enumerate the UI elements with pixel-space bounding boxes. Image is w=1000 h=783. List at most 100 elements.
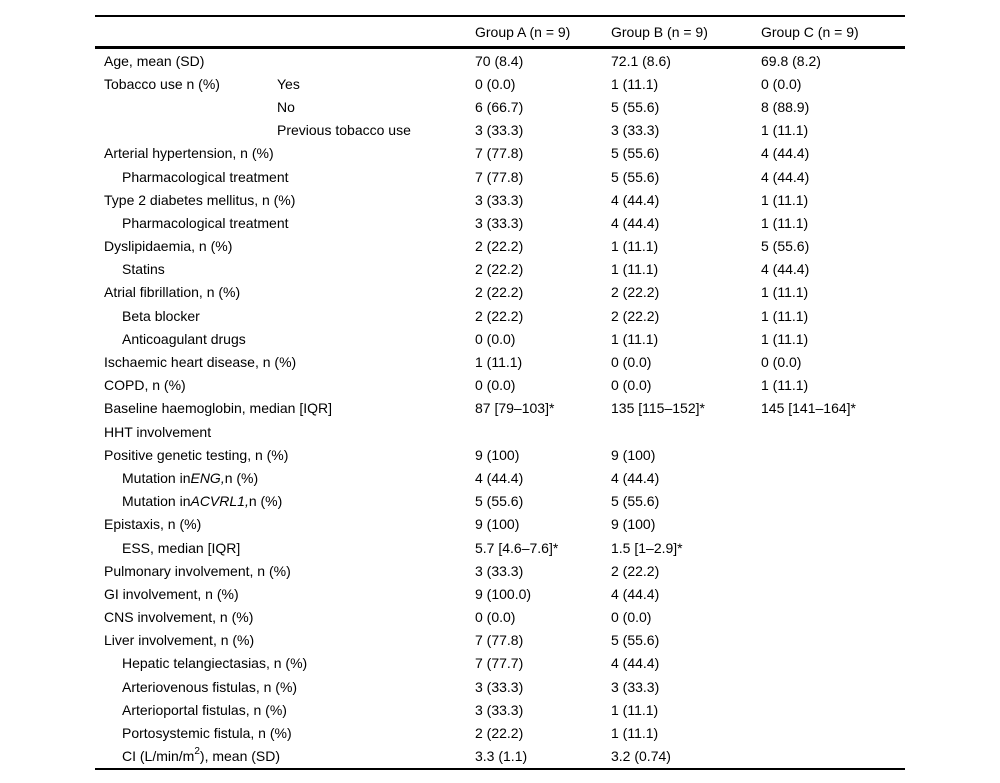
cell-group-b: 5 (55.6): [611, 168, 660, 185]
cell-group-b: 1 (11.1): [611, 238, 659, 255]
row-label: Ischaemic heart disease, n (%): [104, 354, 297, 371]
cell-group-a: 3.3 (1.1): [475, 748, 528, 765]
cell-group-a: 0 (0.0): [475, 377, 516, 394]
header-group-a: Group A (n = 9): [475, 23, 571, 40]
cell-group-a: 5.7 [4.6–7.6]*: [475, 539, 559, 556]
cell-group-b: 3.2 (0.74): [611, 748, 671, 765]
cell-group-c: 0 (0.0): [761, 75, 802, 92]
cell-group-b: 4 (44.4): [611, 191, 660, 208]
cell-group-b: 3 (33.3): [611, 678, 660, 695]
cell-group-c: 8 (88.9): [761, 98, 810, 115]
row-label: Arterial hypertension, n (%): [104, 145, 274, 162]
cell-group-b: 5 (55.6): [611, 493, 660, 510]
row-label: Mutation in ENG, n (%): [122, 469, 259, 486]
cell-group-a: 6 (66.7): [475, 98, 524, 115]
cell-group-a: 9 (100): [475, 516, 520, 533]
cell-group-a: 3 (33.3): [475, 122, 524, 139]
cell-group-b: 1 (11.1): [611, 725, 659, 742]
table-body: Age, mean (SD) 70 (8.4) 72.1 (8.6) 69.8 (8.…: [95, 49, 905, 770]
row-label: Mutation in ACVRL1, n (%): [122, 493, 283, 510]
cell-group-a: 0 (0.0): [475, 609, 516, 626]
cell-group-c: 1 (11.1): [761, 307, 809, 324]
cell-group-b: 4 (44.4): [611, 214, 660, 231]
cell-group-b: 4 (44.4): [611, 655, 660, 672]
cell-group-b: 1.5 [1–2.9]*: [611, 539, 683, 556]
row-label: Pharmacological treatment: [122, 168, 289, 185]
cell-group-b: 2 (22.2): [611, 307, 660, 324]
row-label: ESS, median [IQR]: [122, 539, 241, 556]
cell-group-b: 5 (55.6): [611, 98, 660, 115]
cell-group-c: 5 (55.6): [761, 238, 810, 255]
row-sublabel: No: [277, 98, 295, 115]
cell-group-a: 9 (100.0): [475, 585, 532, 602]
row-sublabel: Previous tobacco use: [277, 122, 411, 139]
cell-group-a: 2 (22.2): [475, 725, 524, 742]
row-label: CNS involvement, n (%): [104, 609, 254, 626]
cell-group-a: 87 [79–103]*: [475, 400, 555, 417]
characteristics-table: Group A (n = 9) Group B (n = 9) Group C …: [95, 15, 905, 770]
row-label: Pharmacological treatment: [122, 214, 289, 231]
cell-group-b: 1 (11.1): [611, 701, 659, 718]
cell-group-c: 4 (44.4): [761, 261, 810, 278]
cell-group-c: 145 [141–164]*: [761, 400, 856, 417]
cell-group-c: 1 (11.1): [761, 330, 809, 347]
cell-group-a: 2 (22.2): [475, 284, 524, 301]
cell-group-a: 0 (0.0): [475, 330, 516, 347]
cell-group-b: 5 (55.6): [611, 632, 660, 649]
header-group-c: Group C (n = 9): [761, 23, 859, 40]
row-label: Tobacco use n (%): [104, 75, 220, 92]
cell-group-a: 4 (44.4): [475, 469, 524, 486]
cell-group-a: 3 (33.3): [475, 562, 524, 579]
cell-group-b: 5 (55.6): [611, 145, 660, 162]
cell-group-b: 135 [115–152]*: [611, 400, 705, 417]
cell-group-b: 9 (100): [611, 446, 656, 463]
row-label: CI (L/min/m 2), mean (SD): [122, 745, 281, 765]
cell-group-a: 3 (33.3): [475, 214, 524, 231]
cell-group-a: 2 (22.2): [475, 238, 524, 255]
row-label: Statins: [122, 261, 165, 278]
row-label: Beta blocker: [122, 307, 200, 324]
cell-group-a: 5 (55.6): [475, 493, 524, 510]
cell-group-b: 9 (100): [611, 516, 656, 533]
table-header: Group A (n = 9) Group B (n = 9) Group C …: [95, 17, 905, 49]
row-label: Liver involvement, n (%): [104, 632, 255, 649]
row-sublabel: Yes: [277, 75, 300, 92]
cell-group-a: 70 (8.4): [475, 52, 524, 69]
row-label: Atrial fibrillation, n (%): [104, 284, 241, 301]
cell-group-a: 7 (77.8): [475, 632, 524, 649]
row-label: Age, mean (SD): [104, 52, 205, 69]
cell-group-a: 0 (0.0): [475, 75, 516, 92]
cell-group-b: 4 (44.4): [611, 469, 660, 486]
row-label: [95, 119, 277, 142]
row-label: [95, 95, 277, 118]
cell-group-b: 2 (22.2): [611, 562, 660, 579]
cell-group-b: 0 (0.0): [611, 609, 652, 626]
cell-group-c: 1 (11.1): [761, 122, 809, 139]
cell-group-c: 4 (44.4): [761, 168, 810, 185]
cell-group-c: 1 (11.1): [761, 284, 809, 301]
cell-group-a: 3 (33.3): [475, 191, 524, 208]
cell-group-c: 4 (44.4): [761, 145, 810, 162]
cell-group-a: 1 (11.1): [475, 354, 523, 371]
row-label: Epistaxis, n (%): [104, 516, 202, 533]
row-label: HHT involvement: [104, 423, 212, 440]
cell-group-b: 3 (33.3): [611, 122, 660, 139]
row-label: Hepatic telangiectasias, n (%): [122, 655, 308, 672]
row-label: Anticoagulant drugs: [122, 330, 246, 347]
cell-group-b: 4 (44.4): [611, 585, 660, 602]
cell-group-b: 2 (22.2): [611, 284, 660, 301]
cell-group-c: 69.8 (8.2): [761, 52, 821, 69]
cell-group-b: 1 (11.1): [611, 330, 659, 347]
row-label: GI involvement, n (%): [104, 585, 239, 602]
row-label: Baseline haemoglobin, median [IQR]: [104, 400, 333, 417]
cell-group-a: 3 (33.3): [475, 678, 524, 695]
row-label: Arterioportal fistulas, n (%): [122, 701, 287, 718]
header-group-b: Group B (n = 9): [611, 23, 708, 40]
row-label: Type 2 diabetes mellitus, n (%): [104, 191, 296, 208]
cell-group-a: 9 (100): [475, 446, 520, 463]
row-label: Pulmonary involvement, n (%): [104, 562, 291, 579]
row-label: Positive genetic testing, n (%): [104, 446, 289, 463]
cell-group-c: 1 (11.1): [761, 214, 809, 231]
cell-group-b: 1 (11.1): [611, 261, 659, 278]
